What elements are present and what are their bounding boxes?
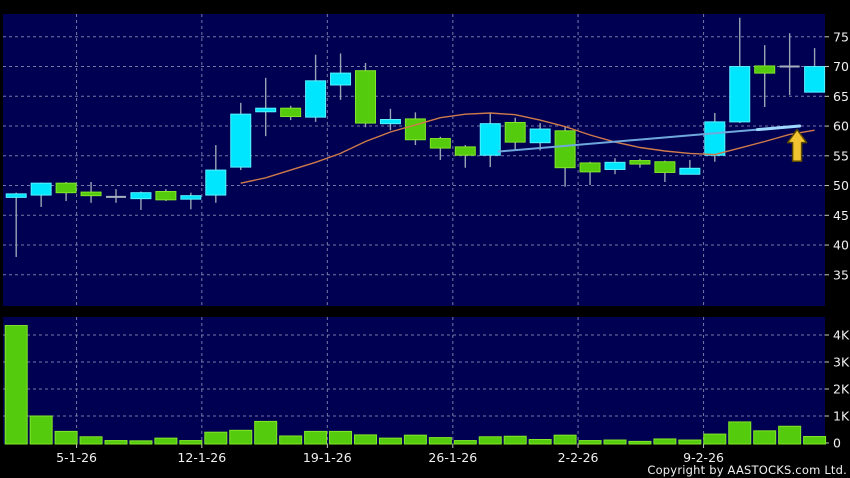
- candle-body-up: [679, 167, 701, 175]
- volume-bar: [778, 425, 802, 445]
- candle-body-down: [554, 130, 576, 169]
- date-tick-label: 19-1-26: [303, 450, 352, 465]
- candle-body-down: [454, 146, 476, 156]
- volume-tick-label: 0: [833, 436, 841, 451]
- trendline-tip: [755, 124, 802, 132]
- volume-tick-label: 2K: [833, 382, 850, 397]
- date-tick-label: 12-1-26: [177, 450, 226, 465]
- volume-bar: [354, 434, 377, 445]
- date-tick-label: 2-2-26: [558, 450, 599, 465]
- volume-bar: [254, 420, 278, 445]
- candle-body-down: [80, 191, 102, 197]
- volume-bar: [728, 421, 752, 445]
- candle-body-down: [280, 107, 302, 118]
- date-tick-label: 5-1-26: [56, 450, 97, 465]
- candle-body-up: [180, 195, 202, 200]
- price-tick-label: 40: [833, 238, 849, 253]
- candle-body-up: [804, 66, 826, 93]
- trendline: [497, 125, 800, 153]
- volume-bar: [329, 430, 353, 445]
- price-tick-label: 45: [833, 208, 849, 223]
- date-tick-label: 9-2-26: [683, 450, 724, 465]
- candle-body-down: [404, 118, 426, 141]
- volume-bar: [4, 325, 28, 445]
- volume-bar: [603, 439, 627, 445]
- volume-bar: [54, 430, 78, 445]
- volume-bar: [79, 436, 103, 445]
- candle-body-down: [579, 162, 601, 173]
- volume-bar: [553, 434, 577, 445]
- price-tick-label: 60: [833, 119, 849, 134]
- candle-body-down: [754, 65, 776, 74]
- volume-bar: [753, 430, 777, 445]
- volume-tick-label: 1K: [833, 409, 850, 424]
- price-tick-label: 50: [833, 178, 849, 193]
- candle-body-up: [205, 169, 227, 196]
- candle-body-up: [305, 80, 327, 118]
- volume-bar: [129, 440, 153, 445]
- volume-bar: [403, 434, 427, 445]
- volume-bar: [528, 438, 552, 445]
- volume-bar: [428, 437, 452, 445]
- candle-body-up: [255, 107, 277, 113]
- volume-pane: [3, 317, 825, 444]
- candle-body-down: [654, 161, 676, 173]
- candle-body-down: [155, 191, 177, 201]
- volume-bar: [304, 430, 328, 445]
- volume-bar: [628, 440, 652, 445]
- candle-body-down: [504, 121, 526, 143]
- volume-bar: [678, 439, 702, 445]
- price-tick-label: 55: [833, 148, 849, 163]
- candle-body-up: [330, 72, 352, 86]
- candle-body-down: [429, 138, 451, 149]
- candle-body-up: [729, 66, 751, 123]
- volume-bar: [154, 437, 178, 445]
- volume-bar: [179, 440, 203, 445]
- volume-bar: [578, 440, 602, 445]
- price-pane: [3, 14, 825, 306]
- volume-bar: [279, 435, 303, 445]
- volume-bar: [803, 436, 827, 445]
- up-arrow-icon: [786, 128, 808, 162]
- volume-bar: [378, 437, 402, 445]
- volume-bar: [653, 438, 677, 445]
- candle-body-up: [529, 128, 551, 144]
- candle-body-up: [30, 182, 52, 196]
- volume-bar: [29, 415, 53, 445]
- volume-bar: [229, 429, 253, 445]
- candle-body-up: [704, 121, 726, 156]
- volume-bar: [453, 440, 477, 445]
- price-tick-label: 70: [833, 59, 849, 74]
- candle-body-up: [230, 113, 252, 168]
- volume-bar: [204, 431, 228, 445]
- candle-body-up: [130, 192, 152, 200]
- date-tick-label: 26-1-26: [428, 450, 477, 465]
- candle-body-down: [629, 160, 651, 165]
- candle-body-up: [479, 123, 501, 156]
- candle-body-up: [5, 193, 27, 198]
- candle-body-down: [55, 182, 77, 194]
- sma-line: [240, 112, 815, 184]
- price-tick-label: 35: [833, 267, 849, 282]
- volume-tick-label: 3K: [833, 355, 850, 370]
- candle-body-up: [604, 161, 626, 170]
- volume-tick-label: 4K: [833, 328, 850, 343]
- price-tick-label: 75: [833, 29, 849, 44]
- volume-bar: [478, 436, 502, 445]
- copyright-label: Copyright by AASTOCKS.com Ltd.: [647, 463, 847, 477]
- price-tick-label: 65: [833, 89, 849, 104]
- candle-body-up: [379, 119, 401, 125]
- candle-body-down: [355, 70, 376, 124]
- volume-bar: [503, 435, 527, 445]
- volume-bar: [703, 433, 727, 445]
- volume-bar: [104, 440, 128, 445]
